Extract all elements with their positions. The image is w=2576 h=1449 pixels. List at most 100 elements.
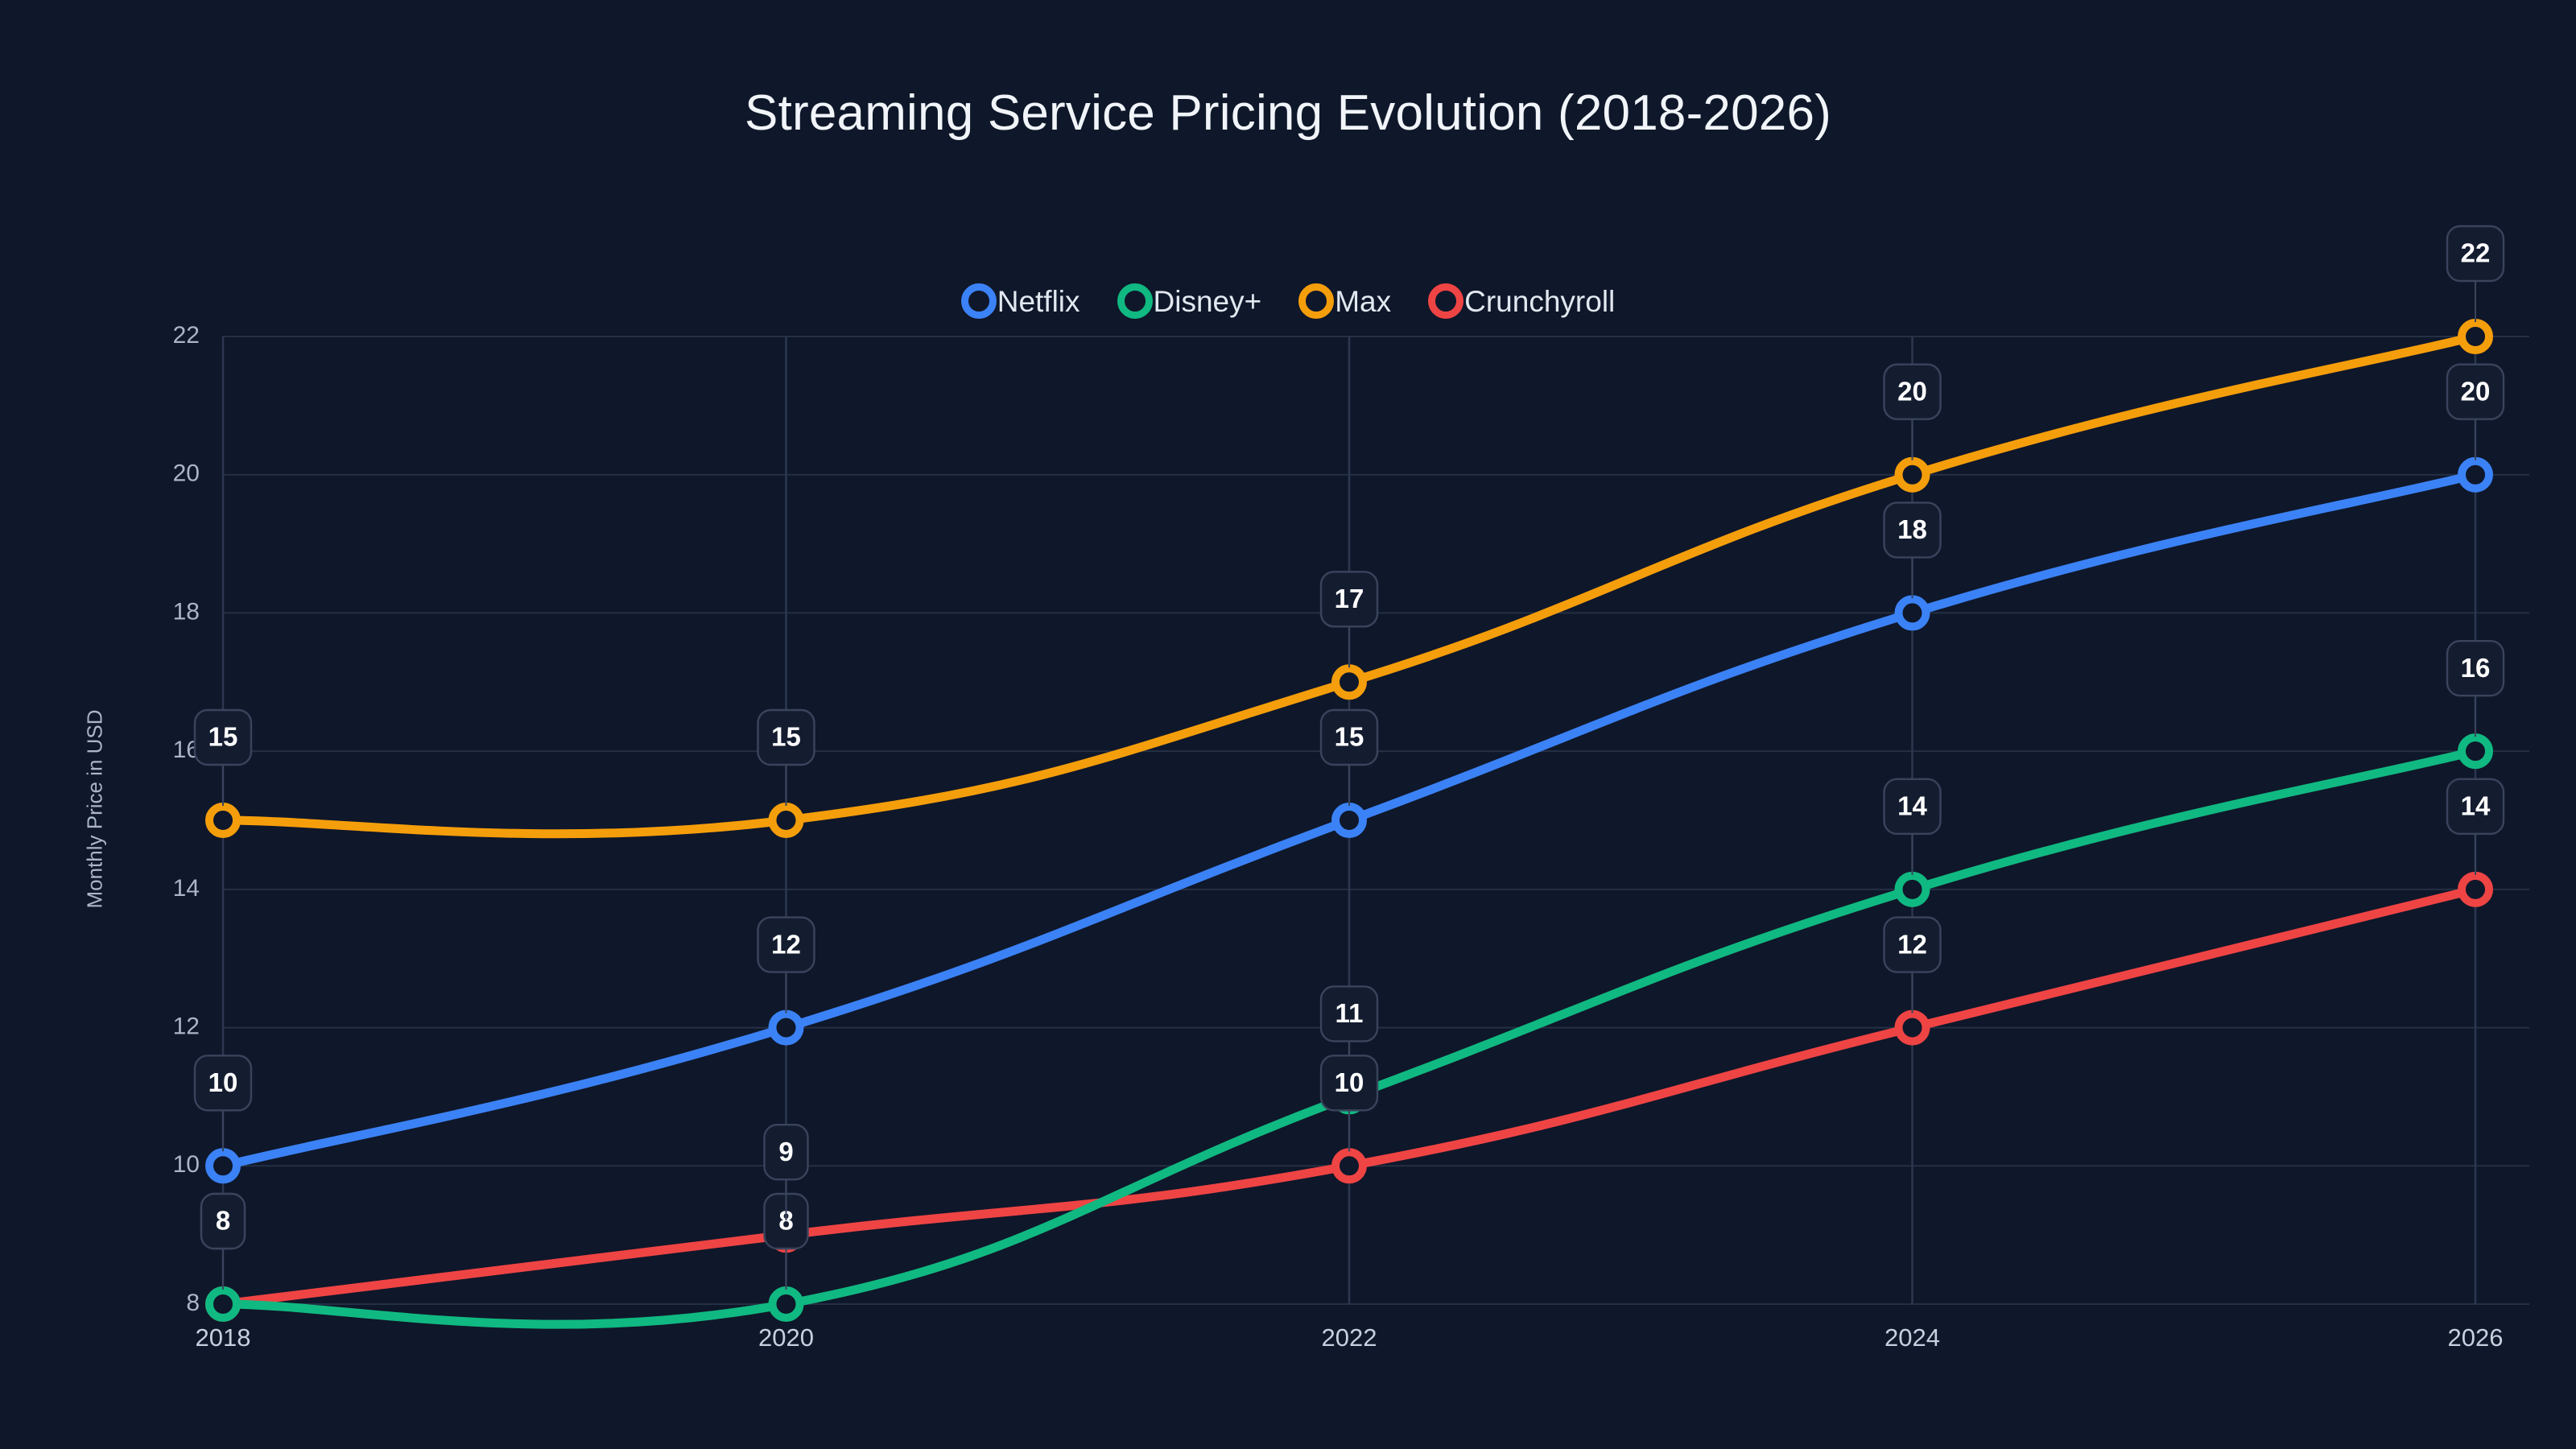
- data-point-marker[interactable]: [205, 1286, 241, 1322]
- legend-swatch-icon: [1117, 283, 1153, 319]
- data-label: 15: [757, 708, 815, 806]
- data-label: 22: [2446, 225, 2505, 322]
- y-axis-tick-label: 14: [173, 875, 200, 902]
- data-label-badge: [1319, 708, 1379, 766]
- data-label-value: 15: [771, 722, 801, 752]
- data-label-value: 11: [1335, 998, 1364, 1028]
- data-labels: 101215182088111416151517202289101214: [193, 225, 2505, 1290]
- y-axis-tick-label: 20: [173, 460, 200, 487]
- x-axis-tick-label: 2018: [196, 1323, 251, 1352]
- data-point-marker[interactable]: [768, 1009, 804, 1046]
- data-label-value: 14: [2461, 791, 2491, 821]
- data-label-badge: [193, 708, 253, 766]
- data-label: 8: [200, 1192, 246, 1290]
- data-label-badge: [2446, 639, 2505, 697]
- data-label-value: 20: [2461, 376, 2491, 406]
- data-label-value: 9: [778, 1137, 793, 1166]
- data-label: 12: [757, 916, 815, 1013]
- data-point-marker[interactable]: [2458, 871, 2493, 907]
- x-axis-tick-label: 2026: [2448, 1323, 2504, 1352]
- legend-item-netflix[interactable]: Netflix: [960, 283, 1080, 319]
- data-label: 8: [763, 1192, 809, 1290]
- data-label-badge: [757, 708, 815, 766]
- data-point-marker[interactable]: [768, 803, 804, 838]
- data-point-marker[interactable]: [205, 1148, 241, 1184]
- data-label: 17: [1319, 571, 1379, 668]
- data-point-marker[interactable]: [1331, 803, 1367, 838]
- data-label-badge: [193, 1055, 253, 1112]
- x-axis-tick-label: 2020: [758, 1323, 814, 1352]
- y-axis-tick-label: 22: [173, 322, 200, 349]
- legend-label: Max: [1335, 284, 1392, 318]
- data-label: 15: [1319, 708, 1379, 806]
- data-label-badge: [1883, 916, 1942, 973]
- data-point-marker[interactable]: [768, 1286, 804, 1322]
- data-label: 14: [1883, 778, 1942, 875]
- data-label-value: 8: [778, 1206, 793, 1236]
- data-point-marker[interactable]: [2458, 733, 2493, 770]
- y-axis-tick-label: 8: [186, 1290, 200, 1316]
- legend-label: Disney+: [1153, 284, 1262, 318]
- data-point-marker[interactable]: [1331, 1148, 1367, 1184]
- data-label-badge: [1883, 363, 1942, 420]
- legend-item-crunchyroll[interactable]: Crunchyroll: [1428, 283, 1615, 319]
- legend-swatch-icon: [1298, 283, 1335, 319]
- legend-item-disney[interactable]: Disney+: [1117, 283, 1262, 319]
- data-label-badge: [2446, 363, 2505, 420]
- data-label: 10: [193, 1055, 253, 1152]
- data-label-value: 15: [208, 722, 238, 752]
- y-axis-tick-label: 18: [173, 598, 200, 625]
- data-label-value: 16: [2461, 653, 2491, 683]
- data-label-value: 12: [1897, 929, 1927, 959]
- markers-netflix: [205, 456, 2493, 1184]
- data-label: 9: [763, 1123, 809, 1221]
- legend-swatch-icon: [1428, 283, 1464, 319]
- data-point-marker[interactable]: [1894, 456, 1930, 493]
- data-point-marker[interactable]: [2458, 456, 2493, 493]
- legend-label: Netflix: [997, 284, 1080, 318]
- data-label: 16: [2446, 639, 2505, 737]
- y-axis-tick-label: 12: [173, 1013, 200, 1039]
- data-label-badge: [757, 916, 815, 973]
- data-label: 14: [2446, 778, 2505, 875]
- legend-item-max[interactable]: Max: [1298, 283, 1391, 319]
- legend-label: Crunchyroll: [1464, 284, 1616, 318]
- data-label-badge: [2446, 778, 2505, 836]
- data-label-value: 20: [1897, 376, 1927, 406]
- data-label: 11: [1319, 985, 1379, 1083]
- data-label-badge: [1319, 1055, 1379, 1112]
- x-axis-ticks: 2018 2020 2022 2024 2026: [196, 1323, 2504, 1352]
- data-label-value: 14: [1897, 791, 1927, 821]
- data-label-value: 22: [2461, 238, 2491, 268]
- data-label: 20: [1883, 363, 1942, 460]
- data-point-marker[interactable]: [2458, 319, 2493, 354]
- chart-legend: Netflix Disney+ Max Crunchyroll: [0, 283, 2576, 319]
- data-point-marker[interactable]: [1894, 595, 1930, 631]
- data-point-marker[interactable]: [1894, 871, 1930, 907]
- data-label: 20: [2446, 363, 2505, 460]
- data-point-marker[interactable]: [205, 803, 241, 838]
- data-label-value: 18: [1897, 514, 1927, 544]
- data-label-badge: [1319, 571, 1379, 628]
- data-label-value: 15: [1335, 722, 1364, 752]
- data-label-badge: [1319, 985, 1379, 1042]
- data-label: 12: [1883, 916, 1942, 1013]
- x-axis-tick-label: 2024: [1885, 1323, 1940, 1352]
- data-label-badge: [763, 1123, 809, 1181]
- markers-max: [205, 319, 2493, 838]
- data-label-value: 8: [216, 1206, 230, 1236]
- data-label-badge: [1883, 778, 1942, 836]
- data-label: 18: [1883, 502, 1942, 599]
- data-label-badge: [1883, 502, 1942, 559]
- legend-swatch-icon: [960, 283, 997, 319]
- data-label-value: 10: [208, 1067, 238, 1097]
- data-label-badge: [2446, 225, 2505, 283]
- data-label-value: 12: [771, 929, 801, 959]
- y-axis-tick-label: 10: [173, 1151, 200, 1178]
- data-point-marker[interactable]: [1331, 664, 1367, 700]
- data-label: 15: [193, 708, 253, 806]
- x-axis-tick-label: 2022: [1322, 1323, 1377, 1352]
- data-point-marker[interactable]: [1894, 1009, 1930, 1046]
- data-label-value: 10: [1335, 1067, 1364, 1097]
